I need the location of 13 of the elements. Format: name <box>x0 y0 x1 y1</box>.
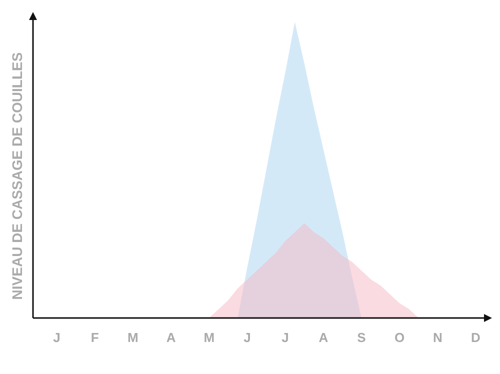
x-tick-label: A <box>166 330 176 345</box>
x-tick-label: O <box>394 330 405 345</box>
x-tick-label: J <box>282 330 289 345</box>
x-tick-label: N <box>432 330 442 345</box>
x-tick-label: M <box>204 330 215 345</box>
x-tick-label: J <box>53 330 60 345</box>
x-tick-label: F <box>90 330 99 345</box>
x-tick-label: A <box>318 330 329 345</box>
y-axis-title: NIVEAU DE CASSAGE DE COUILLES <box>9 52 25 300</box>
x-tick-label: D <box>471 330 480 345</box>
x-tick-label: S <box>357 330 366 345</box>
x-tick-label: M <box>128 330 138 345</box>
x-tick-label: J <box>244 330 251 345</box>
